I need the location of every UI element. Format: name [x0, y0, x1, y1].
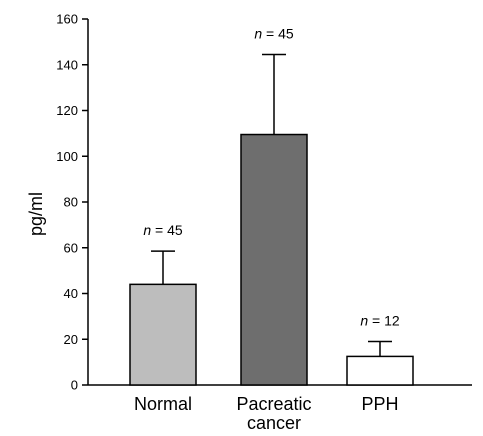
- category-label: Pacreatic: [236, 394, 311, 414]
- y-tick-label: 120: [56, 103, 78, 118]
- y-tick-label: 80: [64, 195, 78, 210]
- y-tick-label: 160: [56, 12, 78, 27]
- bar: [346, 355, 414, 386]
- y-tick-label: 20: [64, 332, 78, 347]
- y-tick-label: 40: [64, 286, 78, 301]
- y-tick-label: 140: [56, 57, 78, 72]
- y-tick-label: 60: [64, 240, 78, 255]
- sample-size-label: n = 45: [143, 222, 183, 238]
- y-tick-label: 0: [71, 378, 78, 393]
- axes: 0 20 40 60 80 100 120 140 160: [56, 12, 472, 393]
- category-label: Normal: [134, 394, 192, 414]
- bar: [240, 133, 308, 386]
- y-axis-label: pg/ml: [26, 192, 46, 236]
- sample-size-label: n = 12: [360, 313, 400, 329]
- category-label: PPH: [361, 394, 398, 414]
- category-label: cancer: [247, 413, 301, 431]
- y-tick-label: 100: [56, 149, 78, 164]
- sample-size-label: n = 45: [254, 25, 294, 41]
- bar: [129, 283, 197, 386]
